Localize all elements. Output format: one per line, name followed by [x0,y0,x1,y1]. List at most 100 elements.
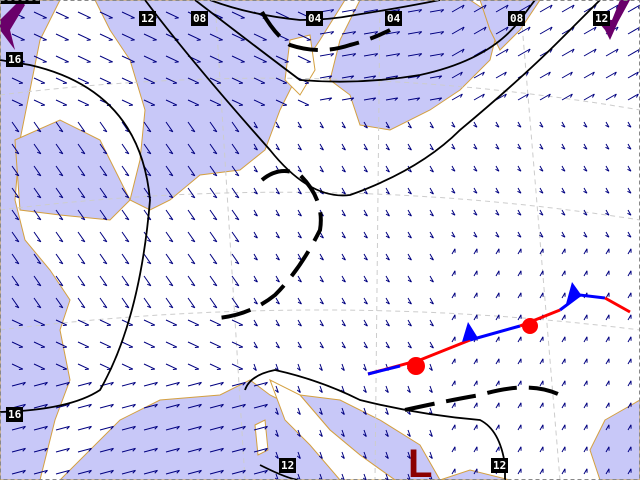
wind-arrow [561,143,566,150]
wind-arrow [165,209,174,221]
wind-arrow [429,341,434,349]
wind-arrow [539,143,544,150]
wind-arrow [121,363,134,370]
wind-arrow [33,425,48,431]
wind-arrow [429,187,434,195]
wind-arrow [495,26,509,35]
wind-arrow [165,99,178,106]
wind-arrow [231,99,244,106]
wind-arrow [99,55,113,63]
wind-arrow [627,93,639,101]
wind-arrow [77,381,92,387]
wind-arrow [627,248,632,255]
wind-arrow [33,209,42,221]
wind-arrow [77,341,90,348]
wind-arrow [385,297,390,305]
wind-arrow [341,275,346,283]
wind-arrow [253,381,268,387]
wind-arrow [121,11,135,19]
wind-arrow [473,402,478,409]
wind-arrow [385,121,390,129]
wind-arrow [473,71,485,79]
wind-arrow [627,187,632,194]
wind-arrow [165,469,180,475]
wind-arrow [495,48,509,57]
wind-arrow [77,319,90,326]
wind-arrow [363,253,368,261]
wind-arrow [274,407,279,415]
wind-arrow [296,451,301,459]
wind-arrow [143,381,158,387]
wind-arrow [253,341,258,349]
wind-arrow [187,275,196,287]
wind-arrow [319,53,335,57]
atlantic [0,0,71,480]
wind-arrow [428,385,433,393]
wind-arrow [451,358,456,365]
wind-arrow [605,446,610,453]
wind-arrow [209,253,218,265]
wind-arrow [77,231,86,243]
wind-arrow [539,248,544,255]
wind-arrow [55,363,68,370]
wind-arrow [517,424,522,431]
wind-arrow [429,319,434,327]
wind-arrow [429,143,434,151]
wind-arrow [341,297,346,305]
wind-arrow [187,341,200,348]
wind-arrow [583,424,588,431]
wind-arrow [33,77,46,84]
wind-arrow [605,93,617,101]
wind-arrow [539,26,553,35]
wind-arrow [33,33,47,41]
wind-arrow [297,165,302,173]
wind-arrow [143,319,156,326]
wind-arrow [99,231,108,243]
wind-arrow [187,381,202,387]
wind-arrow [341,31,357,35]
wind-arrow [99,425,114,431]
wind-arrow [362,363,367,371]
isobar-16-west [0,59,151,413]
wind-arrow [517,209,522,216]
wind-arrow [296,429,301,437]
wind-arrow [121,33,135,41]
wind-arrow [539,93,551,101]
wind-arrow [11,99,24,106]
wind-arrow [231,425,246,431]
wind-arrow [495,380,500,387]
wind-arrow [319,319,324,327]
wind-arrow [99,121,108,133]
wind-arrow [55,403,70,409]
wind-arrow [473,270,478,277]
wind-arrow [407,31,423,35]
wind-arrow [363,209,368,217]
wind-arrow [561,292,566,299]
wind-arrow [539,231,544,238]
wind-arrow [627,292,632,299]
wind-arrow [99,275,108,287]
wind-arrow [121,425,136,431]
wind-arrow [605,314,610,321]
wind-arrow [77,209,86,221]
wind-arrow [517,165,522,172]
wind-arrow [209,297,218,309]
wind-arrow [561,165,566,172]
wind-arrow [209,403,224,409]
wind-arrow [363,31,379,35]
wind-arrow [363,297,368,305]
isobars [0,0,601,480]
wind-arrow [517,314,522,321]
wind-arrow [165,77,178,84]
wind-arrow [473,468,478,475]
wind-arrow [385,231,390,239]
wind-arrow [187,33,201,41]
wind-arrow [121,469,136,475]
wind-arrow [473,292,478,299]
wind-arrow [561,380,566,387]
wind-arrow [407,341,412,349]
wind-arrow [473,143,478,150]
wind-arrow [583,209,588,216]
wind-arrow [275,55,289,63]
